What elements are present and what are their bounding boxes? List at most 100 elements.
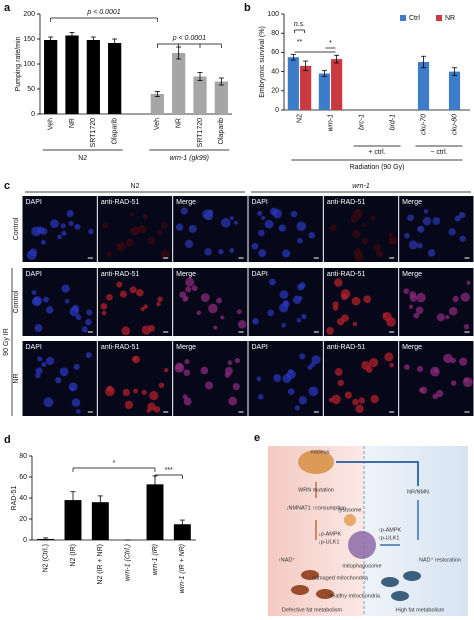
x-tick-label: brd-1: [389, 114, 396, 130]
x-tick-label: Veh: [154, 118, 161, 130]
nucleus-spot: [137, 225, 147, 234]
healthy-mito: [403, 571, 421, 581]
row-label: Control: [13, 217, 20, 240]
nucleus-spot: [310, 362, 316, 368]
nucleus-spot: [445, 315, 450, 320]
error-bar: [97, 495, 103, 509]
nucleus-spot: [55, 376, 62, 384]
nucleus-spot: [298, 396, 307, 405]
nucleus-spot: [261, 215, 266, 220]
error-bar: [154, 91, 160, 97]
channel-label: Merge: [402, 199, 422, 206]
panel-letter: d: [4, 434, 11, 446]
y-tick-label: 80: [19, 453, 27, 460]
nucleus-spot: [269, 278, 276, 286]
annotation: n.s.: [294, 21, 305, 28]
diagram-label: ↑NAD⁺: [278, 556, 295, 563]
x-axis-title: Radiation (90 Gy): [350, 164, 405, 171]
error-bar: [334, 54, 340, 64]
error-bar: [218, 77, 224, 86]
channel-label: anti-RAD-51: [327, 199, 366, 206]
nucleus-spot: [352, 398, 359, 406]
nucleus-spot: [273, 374, 282, 382]
nucleus-spot: [413, 312, 420, 319]
x-tick-label: wrn-1 (IR + NR): [179, 544, 186, 593]
nucleus-spot: [229, 215, 234, 221]
nucleus-spot: [180, 207, 188, 215]
y-tick-label: 20: [19, 516, 27, 523]
nucleus-spot: [74, 223, 81, 230]
channel-label: DAPI: [26, 271, 42, 278]
channel-label: Merge: [176, 271, 196, 278]
x-tick-label: Veh: [48, 118, 55, 130]
nucleus-spot: [31, 290, 37, 295]
nucleus-spot: [204, 248, 212, 256]
error-bar: [452, 67, 457, 76]
x-tick-label: NR: [69, 118, 76, 128]
nucleus-spot: [264, 219, 274, 229]
nucleus-spot: [432, 217, 441, 225]
bar: [65, 35, 79, 114]
diagram-label: ↑p-ULK1: [378, 535, 399, 541]
nucleus-spot: [104, 386, 115, 397]
bar: [318, 73, 330, 110]
nucleus-spot: [236, 309, 242, 315]
nucleus-spot: [188, 224, 197, 233]
row-label: NR: [13, 373, 20, 383]
nucleus-spot: [297, 237, 303, 244]
diagram-label: ↓NMNAT1 ↑consumption: [286, 505, 346, 511]
nucleus-spot: [200, 293, 210, 303]
nucleus-spot: [157, 229, 163, 236]
y-tick-label: 40: [271, 68, 279, 75]
x-tick-label: wrn-1 (IR): [152, 544, 159, 575]
nucleus-spot: [463, 323, 470, 330]
y-axis-title: RAD-51: [11, 485, 18, 510]
nucleus-spot: [311, 355, 321, 365]
nucleus-spot: [353, 248, 363, 257]
micrograph: [97, 341, 173, 416]
nucleus-spot: [59, 367, 69, 377]
channel-label: DAPI: [252, 344, 268, 351]
x-tick-label: SRT1720: [197, 118, 204, 148]
arrow: [336, 461, 419, 486]
nucleus-spot: [69, 386, 75, 392]
micrograph: [97, 268, 173, 336]
nucleus-spot: [390, 239, 396, 245]
annotation: p < 0.0001: [172, 35, 206, 42]
nucleus-spot: [294, 405, 300, 411]
nucleus-spot: [382, 312, 387, 317]
channel-label: DAPI: [26, 199, 42, 206]
nucleus-spot: [88, 228, 94, 235]
column-header: N2: [131, 183, 140, 190]
nucleus-spot: [370, 215, 376, 221]
legend-swatch: [436, 15, 442, 21]
nucleus-spot: [432, 393, 439, 400]
nucleus-spot: [158, 382, 165, 389]
error-bar: [421, 55, 426, 69]
nucleus-spot: [76, 409, 81, 414]
diagram-label: WRN mutation: [298, 487, 334, 493]
micrograph: [399, 341, 474, 416]
nucleus-spot: [454, 215, 461, 222]
nucleus-spot: [132, 356, 137, 362]
nucleus-spot: [61, 284, 70, 293]
nucleus-spot: [415, 306, 424, 315]
nucleus-spot: [370, 394, 379, 404]
error-bar: [303, 60, 309, 72]
nucleus-spot: [43, 397, 54, 408]
nucleus-spot: [100, 302, 108, 310]
bar: [108, 43, 122, 114]
nucleus-spot: [269, 207, 278, 216]
micrograph: [399, 196, 474, 262]
annotation: **: [297, 39, 303, 46]
damaged-mito: [316, 589, 334, 599]
nucleus-spot: [233, 220, 239, 225]
y-tick-label: 100: [267, 11, 279, 18]
nucleus-spot: [352, 321, 358, 327]
nucleus-spot: [220, 217, 231, 228]
nucleus-spot: [149, 391, 159, 401]
nucleus-spot: [129, 228, 136, 234]
nucleus-spot: [448, 228, 456, 236]
bar: [193, 76, 207, 114]
channel-label: anti-RAD-51: [101, 199, 140, 206]
